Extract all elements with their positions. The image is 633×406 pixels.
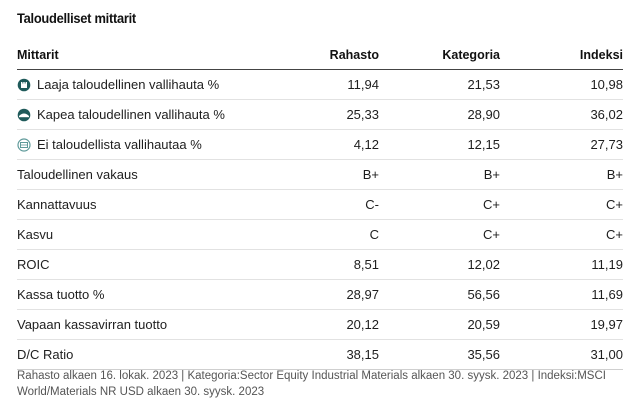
table-row: Kasvu C C+ C+ [17, 219, 623, 250]
metrics-table: Mittarit Rahasto Kategoria Indeksi [17, 41, 623, 370]
footnote: Rahasto alkaen 16. lokak. 2023 | Kategor… [17, 370, 606, 398]
table-row: Vapaan kassavirran tuotto 20,12 20,59 19… [17, 309, 623, 340]
fund-value: B+ [267, 159, 379, 190]
row-label: Vapaan kassavirran tuotto [17, 309, 267, 340]
category-value: 28,90 [379, 99, 500, 130]
row-label: Kapea taloudellinen vallihauta % [37, 107, 225, 122]
category-value: 12,02 [379, 249, 500, 280]
fund-value: C- [267, 189, 379, 220]
index-value: 36,02 [500, 99, 623, 130]
no-moat-icon [17, 137, 31, 152]
category-value: C+ [379, 219, 500, 250]
fund-value: C [267, 219, 379, 250]
index-value: 11,69 [500, 279, 623, 310]
fund-value: 20,12 [267, 309, 379, 340]
table-row: Kannattavuus C- C+ C+ [17, 189, 623, 220]
row-label: Kannattavuus [17, 189, 267, 220]
row-label: ROIC [17, 249, 267, 280]
category-value: 35,56 [379, 339, 500, 370]
fund-value: 4,12 [267, 129, 379, 160]
row-label: Laaja taloudellinen vallihauta % [37, 77, 220, 92]
category-value: C+ [379, 189, 500, 220]
row-label: Ei taloudellista vallihautaa % [37, 137, 202, 152]
row-label: Kasvu [17, 219, 267, 250]
row-label: D/C Ratio [17, 339, 267, 370]
category-value: 21,53 [379, 69, 500, 100]
section-title: Taloudelliset mittarit [17, 10, 136, 26]
index-value: 11,19 [500, 249, 623, 280]
fund-value: 8,51 [267, 249, 379, 280]
category-value: 12,15 [379, 129, 500, 160]
fund-value: 38,15 [267, 339, 379, 370]
category-value: 56,56 [379, 279, 500, 310]
row-label: Taloudellinen vakaus [17, 159, 267, 190]
table-row: Taloudellinen vakaus B+ B+ B+ [17, 159, 623, 190]
index-value: 31,00 [500, 339, 623, 370]
index-value: C+ [500, 189, 623, 220]
table-row: ROIC 8,51 12,02 11,19 [17, 249, 623, 280]
header-category: Kategoria [379, 41, 500, 70]
category-value: B+ [379, 159, 500, 190]
index-value: 10,98 [500, 69, 623, 100]
table-row: Kassa tuotto % 28,97 56,56 11,69 [17, 279, 623, 310]
fund-value: 28,97 [267, 279, 379, 310]
fund-value: 25,33 [267, 99, 379, 130]
wide-moat-icon [17, 78, 31, 92]
header-fund: Rahasto [267, 41, 379, 70]
index-value: 27,73 [500, 129, 623, 160]
row-label: Kassa tuotto % [17, 279, 267, 310]
index-value: C+ [500, 219, 623, 250]
table-row: Ei taloudellista vallihautaa % 4,12 12,1… [17, 129, 623, 160]
fund-value: 11,94 [267, 69, 379, 100]
table-row: Kapea taloudellinen vallihauta % 25,33 2… [17, 99, 623, 130]
index-value: 19,97 [500, 309, 623, 340]
table-row: Laaja taloudellinen vallihauta % 11,94 2… [17, 69, 623, 100]
table-header-row: Mittarit Rahasto Kategoria Indeksi [17, 41, 623, 70]
category-value: 20,59 [379, 309, 500, 340]
header-metrics: Mittarit [17, 41, 267, 70]
table-row: D/C Ratio 38,15 35,56 31,00 [17, 339, 623, 370]
narrow-moat-icon [17, 108, 31, 122]
header-index: Indeksi [500, 41, 623, 70]
index-value: B+ [500, 159, 623, 190]
